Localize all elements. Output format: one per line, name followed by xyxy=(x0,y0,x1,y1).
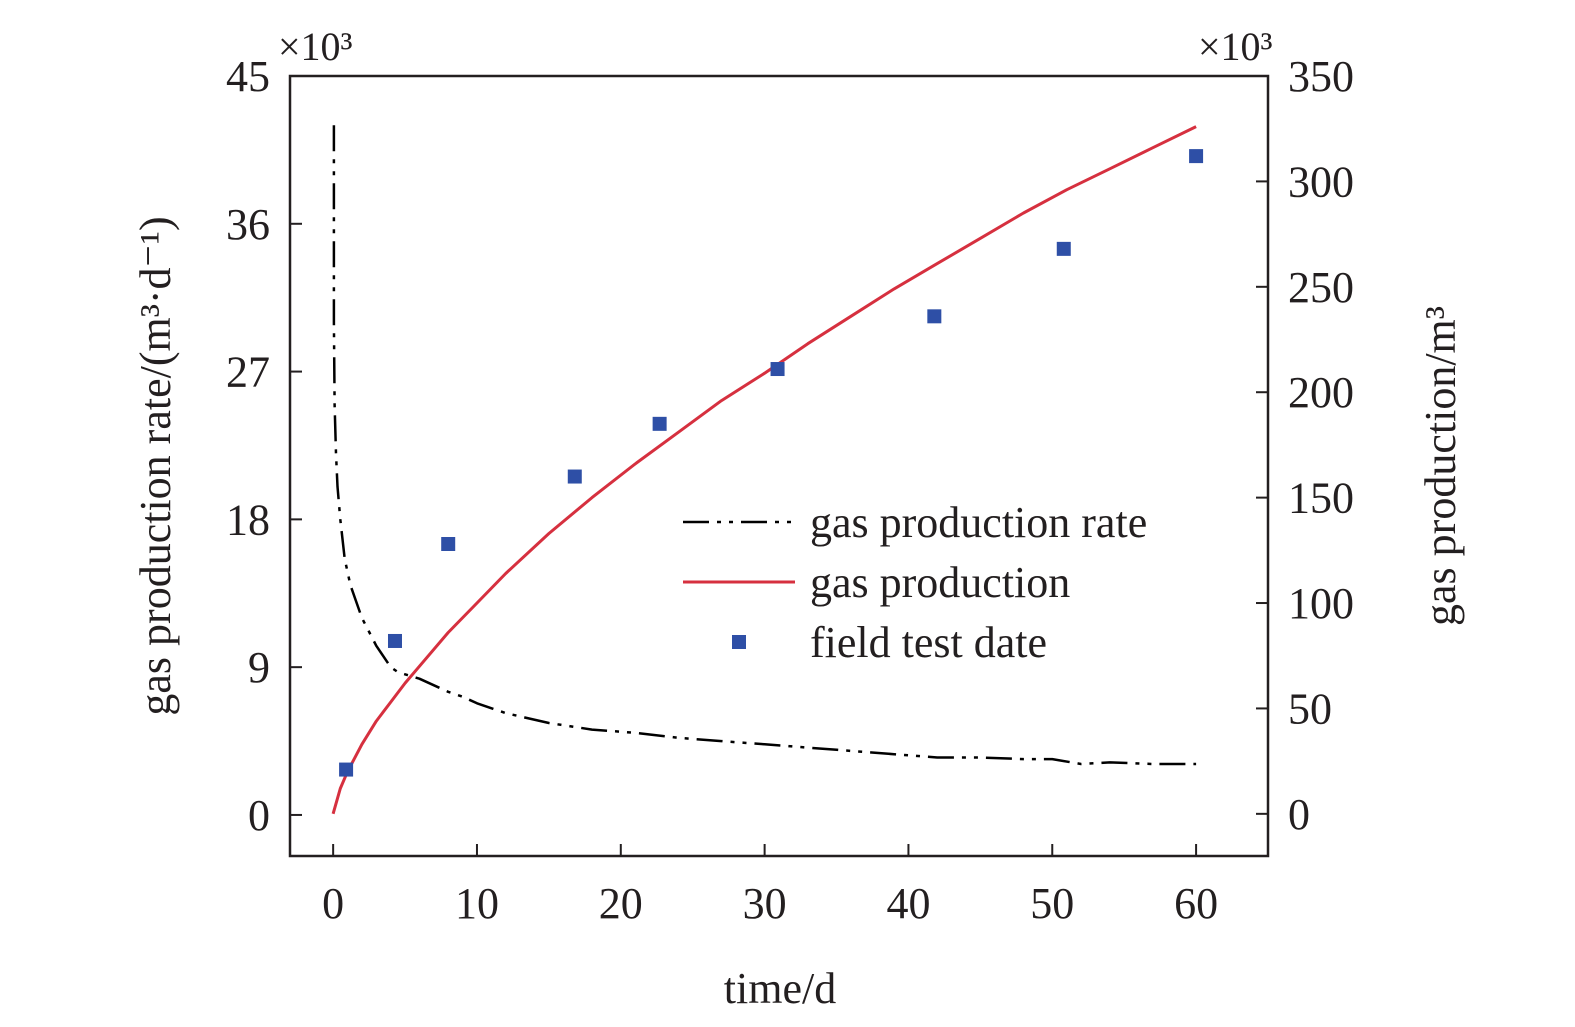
x-tick-label: 0 xyxy=(322,879,344,928)
left-y-axis-ticks: 0 9 18 27 36 45 xyxy=(226,52,302,840)
x-tick-label: 20 xyxy=(599,879,643,928)
data-point xyxy=(927,309,942,324)
left-y-tick-label: 9 xyxy=(248,643,270,692)
right-y-tick-label: 150 xyxy=(1288,474,1354,523)
legend-label-gas-production-rate: gas production rate xyxy=(810,498,1147,547)
right-y-tick-label: 50 xyxy=(1288,684,1332,733)
series-group xyxy=(331,125,1204,815)
left-y-tick-label: 27 xyxy=(226,348,270,397)
data-point xyxy=(1056,241,1071,256)
gas-production-rate-line xyxy=(332,125,1197,766)
data-point xyxy=(770,362,785,377)
legend-label-field-test-date: field test date xyxy=(810,618,1047,667)
x-tick-label: 30 xyxy=(743,879,787,928)
right-y-tick-label: 0 xyxy=(1288,790,1310,839)
x-tick-label: 50 xyxy=(1030,879,1074,928)
data-point xyxy=(567,469,582,484)
data-point xyxy=(441,537,456,551)
data-point xyxy=(387,633,402,648)
right-y-tick-label: 250 xyxy=(1288,263,1354,312)
legend-marker-field-test-date xyxy=(732,635,746,649)
right-y-axis-ticks: 0 50 100 150 200 250 300 350 xyxy=(1256,52,1354,839)
legend-label-gas-production: gas production xyxy=(810,558,1070,607)
field-test-date-markers xyxy=(339,149,1204,777)
x-tick-label: 60 xyxy=(1174,879,1218,928)
right-axis-multiplier: ×10³ xyxy=(1198,24,1273,69)
right-y-axis-title: gas production/m³ xyxy=(1416,306,1465,626)
right-y-tick-label: 350 xyxy=(1288,52,1354,101)
right-y-tick-label: 100 xyxy=(1288,579,1354,628)
x-axis-title: time/d xyxy=(724,964,836,1013)
left-y-tick-label: 36 xyxy=(226,200,270,249)
x-axis-ticks: 0 10 20 30 40 50 60 xyxy=(322,844,1218,928)
left-y-tick-label: 45 xyxy=(226,52,270,101)
left-y-tick-label: 0 xyxy=(248,791,270,840)
left-y-tick-label: 18 xyxy=(226,495,270,544)
plot-frame xyxy=(288,74,1270,858)
data-point xyxy=(652,416,667,431)
x-tick-label: 40 xyxy=(886,879,930,928)
left-axis-multiplier: ×10³ xyxy=(278,24,353,69)
x-tick-label: 10 xyxy=(455,879,499,928)
left-y-axis-title: gas production rate/(m³·d⁻¹) xyxy=(131,216,180,715)
plot-border xyxy=(288,74,1270,858)
right-y-tick-label: 300 xyxy=(1288,157,1354,206)
data-point xyxy=(1189,149,1204,164)
gas-production-line xyxy=(331,125,1197,815)
data-point xyxy=(339,762,354,777)
legend: gas production rate gas production field t… xyxy=(683,498,1147,667)
right-y-tick-label: 200 xyxy=(1288,368,1354,417)
